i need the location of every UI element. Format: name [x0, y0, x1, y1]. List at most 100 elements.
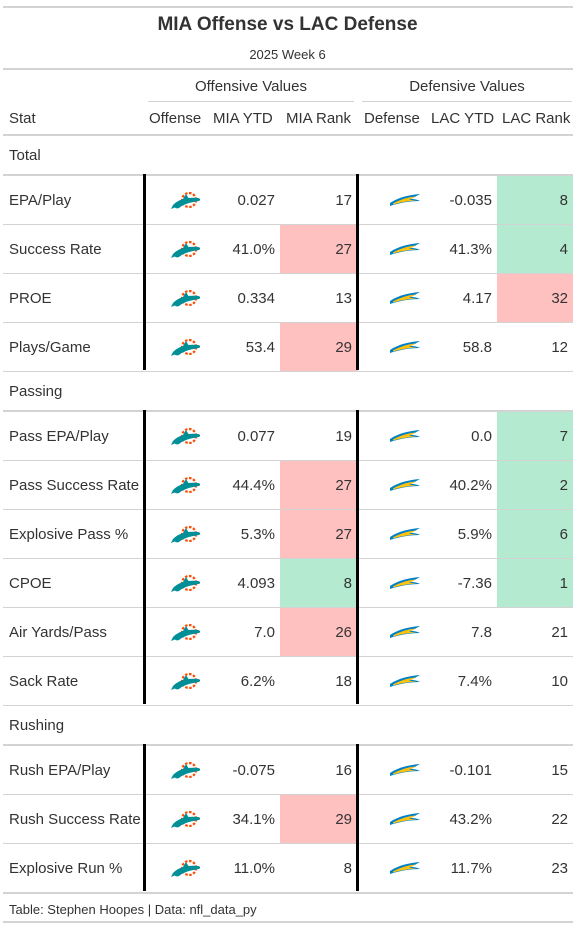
lac-rank-value: 15 [551, 762, 568, 779]
mia-rank-highlight [280, 461, 358, 509]
row-divider [3, 322, 573, 323]
row-divider [3, 224, 573, 225]
dolphins-logo-icon [169, 323, 205, 372]
lac-ytd-value: 5.9% [457, 526, 492, 543]
table-end-rule [3, 892, 573, 894]
mia-ytd-value: 53.4 [245, 339, 275, 356]
mia-ytd-value: 44.4% [232, 477, 275, 494]
spanner-offensive-underline [148, 101, 354, 102]
table-row: Success Rate 41.0% 27 41.3% 4 [3, 225, 573, 274]
lac-rank-value: 6 [559, 526, 568, 543]
mia-rank-highlight [280, 225, 358, 273]
lac-rank-highlight [497, 274, 573, 322]
bottom-rule [3, 921, 573, 923]
dolphins-logo-icon [169, 510, 205, 559]
dolphins-logo-icon [169, 608, 205, 657]
lac-rank-value: 10 [551, 673, 568, 690]
mia-rank-value: 18 [335, 673, 352, 690]
lac-rank-value: 23 [551, 860, 568, 877]
spanner-offensive-values: Offensive Values [194, 78, 307, 95]
dolphins-logo-icon [169, 225, 205, 274]
table-row: Pass EPA/Play 0.077 19 0.0 7 [3, 412, 573, 461]
mia-rank-value: 16 [335, 762, 352, 779]
table-row: Explosive Run % 11.0% 8 11.7% 23 [3, 844, 573, 893]
row-divider [3, 273, 573, 274]
dolphins-logo-icon [169, 795, 205, 844]
lac-rank-value: 2 [559, 477, 568, 494]
lac-rank-highlight [497, 176, 573, 224]
lac-ytd-value: -7.36 [457, 575, 492, 592]
mia-ytd-value: 0.077 [237, 428, 275, 445]
offense-column-border [143, 410, 146, 704]
mia-rank-highlight [280, 510, 358, 558]
stat-label: Pass EPA/Play [9, 428, 109, 445]
table-subtitle: 2025 Week 6 [249, 47, 326, 62]
table-row: Plays/Game 53.4 29 58.8 12 [3, 323, 573, 372]
lac-ytd-value: 41.3% [449, 241, 492, 258]
table-row: Pass Success Rate 44.4% 27 40.2% 2 [3, 461, 573, 510]
table-row: CPOE 4.093 8 -7.36 1 [3, 559, 573, 608]
lac-ytd-value: 0.0 [471, 428, 492, 445]
chargers-bolt-logo-icon [387, 510, 423, 559]
dolphins-logo-icon [169, 559, 205, 608]
stat-label: Explosive Run % [9, 860, 123, 877]
lac-ytd-value: 11.7% [450, 860, 492, 877]
group-rule [3, 744, 573, 746]
mia-rank-value: 29 [335, 339, 352, 356]
mia-ytd-value: 4.093 [237, 575, 275, 592]
chargers-bolt-logo-icon [387, 608, 423, 657]
row-divider [3, 509, 573, 510]
lac-rank-value: 22 [551, 811, 568, 828]
column-header-lac-ytd: LAC YTD [431, 110, 495, 127]
lac-rank-value: 8 [559, 192, 568, 209]
row-divider [3, 607, 573, 608]
spanner-defensive-underline [362, 101, 572, 102]
lac-rank-value: 4 [559, 241, 568, 258]
group-rule [3, 410, 573, 412]
lac-ytd-value: 43.2% [449, 811, 492, 828]
stat-label: Explosive Pass % [9, 526, 129, 543]
mia-rank-value: 13 [335, 290, 352, 307]
stat-label: Rush EPA/Play [9, 762, 111, 779]
mia-rank-value: 26 [335, 624, 352, 641]
mia-rank-value: 17 [335, 192, 352, 209]
mia-rank-highlight [280, 323, 358, 371]
chargers-bolt-logo-icon [387, 274, 423, 323]
lac-rank-highlight [497, 559, 573, 607]
lac-rank-highlight [497, 412, 573, 460]
mia-rank-value: 27 [335, 526, 352, 543]
mia-ytd-value: 34.1% [232, 811, 275, 828]
mia-ytd-value: 41.0% [232, 241, 275, 258]
column-header-defense: Defense [364, 110, 420, 127]
lac-ytd-value: 7.8 [471, 624, 492, 641]
mia-rank-value: 19 [335, 428, 352, 445]
dolphins-logo-icon [169, 746, 205, 795]
stat-label: Pass Success Rate [9, 477, 140, 494]
spanner-defensive-values: Defensive Values [409, 78, 525, 95]
stat-label: EPA/Play [9, 192, 72, 209]
stat-label: Plays/Game [9, 339, 91, 356]
chargers-bolt-logo-icon [387, 412, 423, 461]
mia-rank-value: 27 [335, 241, 352, 258]
row-divider [3, 558, 573, 559]
mia-ytd-value: 0.334 [237, 290, 275, 307]
stat-label: Rush Success Rate [9, 811, 141, 828]
table-row: Air Yards/Pass 7.0 26 7.8 21 [3, 608, 573, 657]
column-header-mia-rank: MIA Rank [286, 110, 352, 127]
mia-rank-highlight [280, 795, 358, 843]
offense-column-border [143, 744, 146, 891]
table-row: EPA/Play 0.027 17 -0.035 8 [3, 176, 573, 225]
lac-rank-highlight [497, 461, 573, 509]
row-divider [3, 843, 573, 844]
defense-column-border [356, 410, 359, 704]
column-header-offense: Offense [149, 110, 202, 127]
stat-label: Sack Rate [9, 673, 79, 690]
mia-ytd-value: 6.2% [240, 673, 275, 690]
lac-rank-value: 7 [559, 428, 568, 445]
lac-rank-value: 12 [551, 339, 568, 356]
offense-column-border [143, 174, 146, 370]
chargers-bolt-logo-icon [387, 657, 423, 706]
chargers-bolt-logo-icon [387, 323, 423, 372]
chargers-bolt-logo-icon [387, 844, 423, 893]
